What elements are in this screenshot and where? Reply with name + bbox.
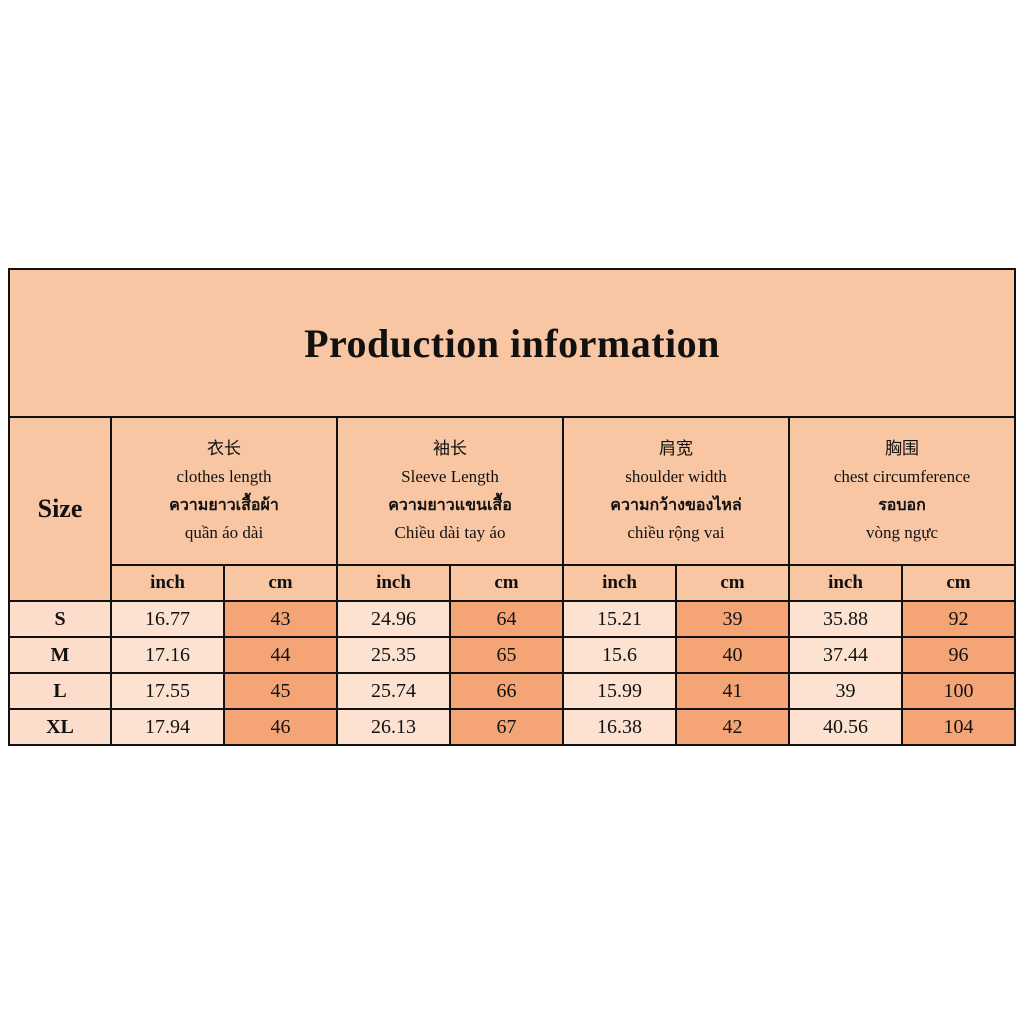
group-label-zh: 肩宽 [659,439,693,458]
unit-header: cm [223,564,338,602]
value-cell: 39 [675,600,790,638]
value-cell: 16.77 [110,600,225,638]
group-label-en: Sleeve Length [401,467,499,486]
value-cell: 25.35 [336,636,451,674]
value-cell: 16.38 [562,708,677,746]
unit-header: cm [449,564,564,602]
size-cell: XL [8,708,112,746]
value-cell: 17.94 [110,708,225,746]
value-cell: 39 [788,672,903,710]
group-label-th: รอบอก [878,495,926,514]
value-cell: 45 [223,672,338,710]
group-label-vi: vòng ngực [866,523,939,542]
value-cell: 26.13 [336,708,451,746]
value-cell: 35.88 [788,600,903,638]
data-row: L 17.55 45 25.74 66 15.99 41 39 100 [8,672,1017,710]
size-table: Production information Size 衣长 clothes len… [7,268,1017,746]
unit-header: inch [110,564,225,602]
size-cell: M [8,636,112,674]
value-cell: 43 [223,600,338,638]
group-label-zh: 胸围 [885,439,920,458]
value-cell: 92 [900,600,1017,638]
value-cell: 64 [449,600,564,638]
unit-header: inch [562,564,677,602]
group-label-en: clothes length [176,467,272,486]
value-cell: 46 [223,708,338,746]
group-label-vi: Chiều dài tay áo [394,523,506,542]
value-cell: 15.21 [562,600,677,638]
data-row: S 16.77 43 24.96 64 15.21 39 35.88 92 [8,600,1017,638]
table-title: Production information [7,268,1017,418]
size-header: Size [8,416,112,602]
value-cell: 96 [900,636,1017,674]
group-label-th: ความยาวเสื้อผ้า [169,495,279,514]
value-cell: 44 [223,636,338,674]
value-cell: 66 [449,672,564,710]
group-header: 肩宽 shoulder width ความกว้างของไหล่ chiều rộ… [562,416,790,566]
data-row: XL 17.94 46 26.13 67 16.38 42 40.56 104 [8,708,1017,746]
value-cell: 15.99 [562,672,677,710]
group-label-zh: 袖长 [433,439,467,458]
size-cell: S [8,600,112,638]
value-cell: 40 [675,636,790,674]
value-cell: 24.96 [336,600,451,638]
value-cell: 104 [900,708,1017,746]
unit-header: inch [336,564,451,602]
unit-header: cm [900,564,1017,602]
value-cell: 67 [449,708,564,746]
group-header: 胸围 chest circumference รอบอก vòng ngực [787,416,1017,566]
value-cell: 100 [900,672,1017,710]
value-cell: 40.56 [788,708,903,746]
unit-header: inch [788,564,903,602]
value-cell: 15.6 [562,636,677,674]
group-label-vi: chiều rộng vai [627,523,725,542]
data-row: M 17.16 44 25.35 65 15.6 40 37.44 96 [8,636,1017,674]
group-label-vi: quần áo dài [184,523,264,542]
size-cell: L [8,672,112,710]
group-label-zh: 衣长 [207,439,241,458]
group-label-th: ความกว้างของไหล่ [610,495,742,514]
group-label-en: chest circumference [833,467,971,486]
group-label-th: ความยาวแขนเสื้อ [388,495,512,514]
value-cell: 17.16 [110,636,225,674]
unit-header: cm [675,564,790,602]
value-cell: 17.55 [110,672,225,710]
group-header: 衣长 clothes length ความยาวเสื้อผ้า quần áo d… [110,416,338,566]
group-label-en: shoulder width [625,467,727,486]
value-cell: 37.44 [788,636,903,674]
value-cell: 41 [675,672,790,710]
value-cell: 42 [675,708,790,746]
value-cell: 25.74 [336,672,451,710]
group-header: 袖长 Sleeve Length ความยาวแขนเสื้อ Chiều dài … [336,416,564,566]
value-cell: 65 [449,636,564,674]
